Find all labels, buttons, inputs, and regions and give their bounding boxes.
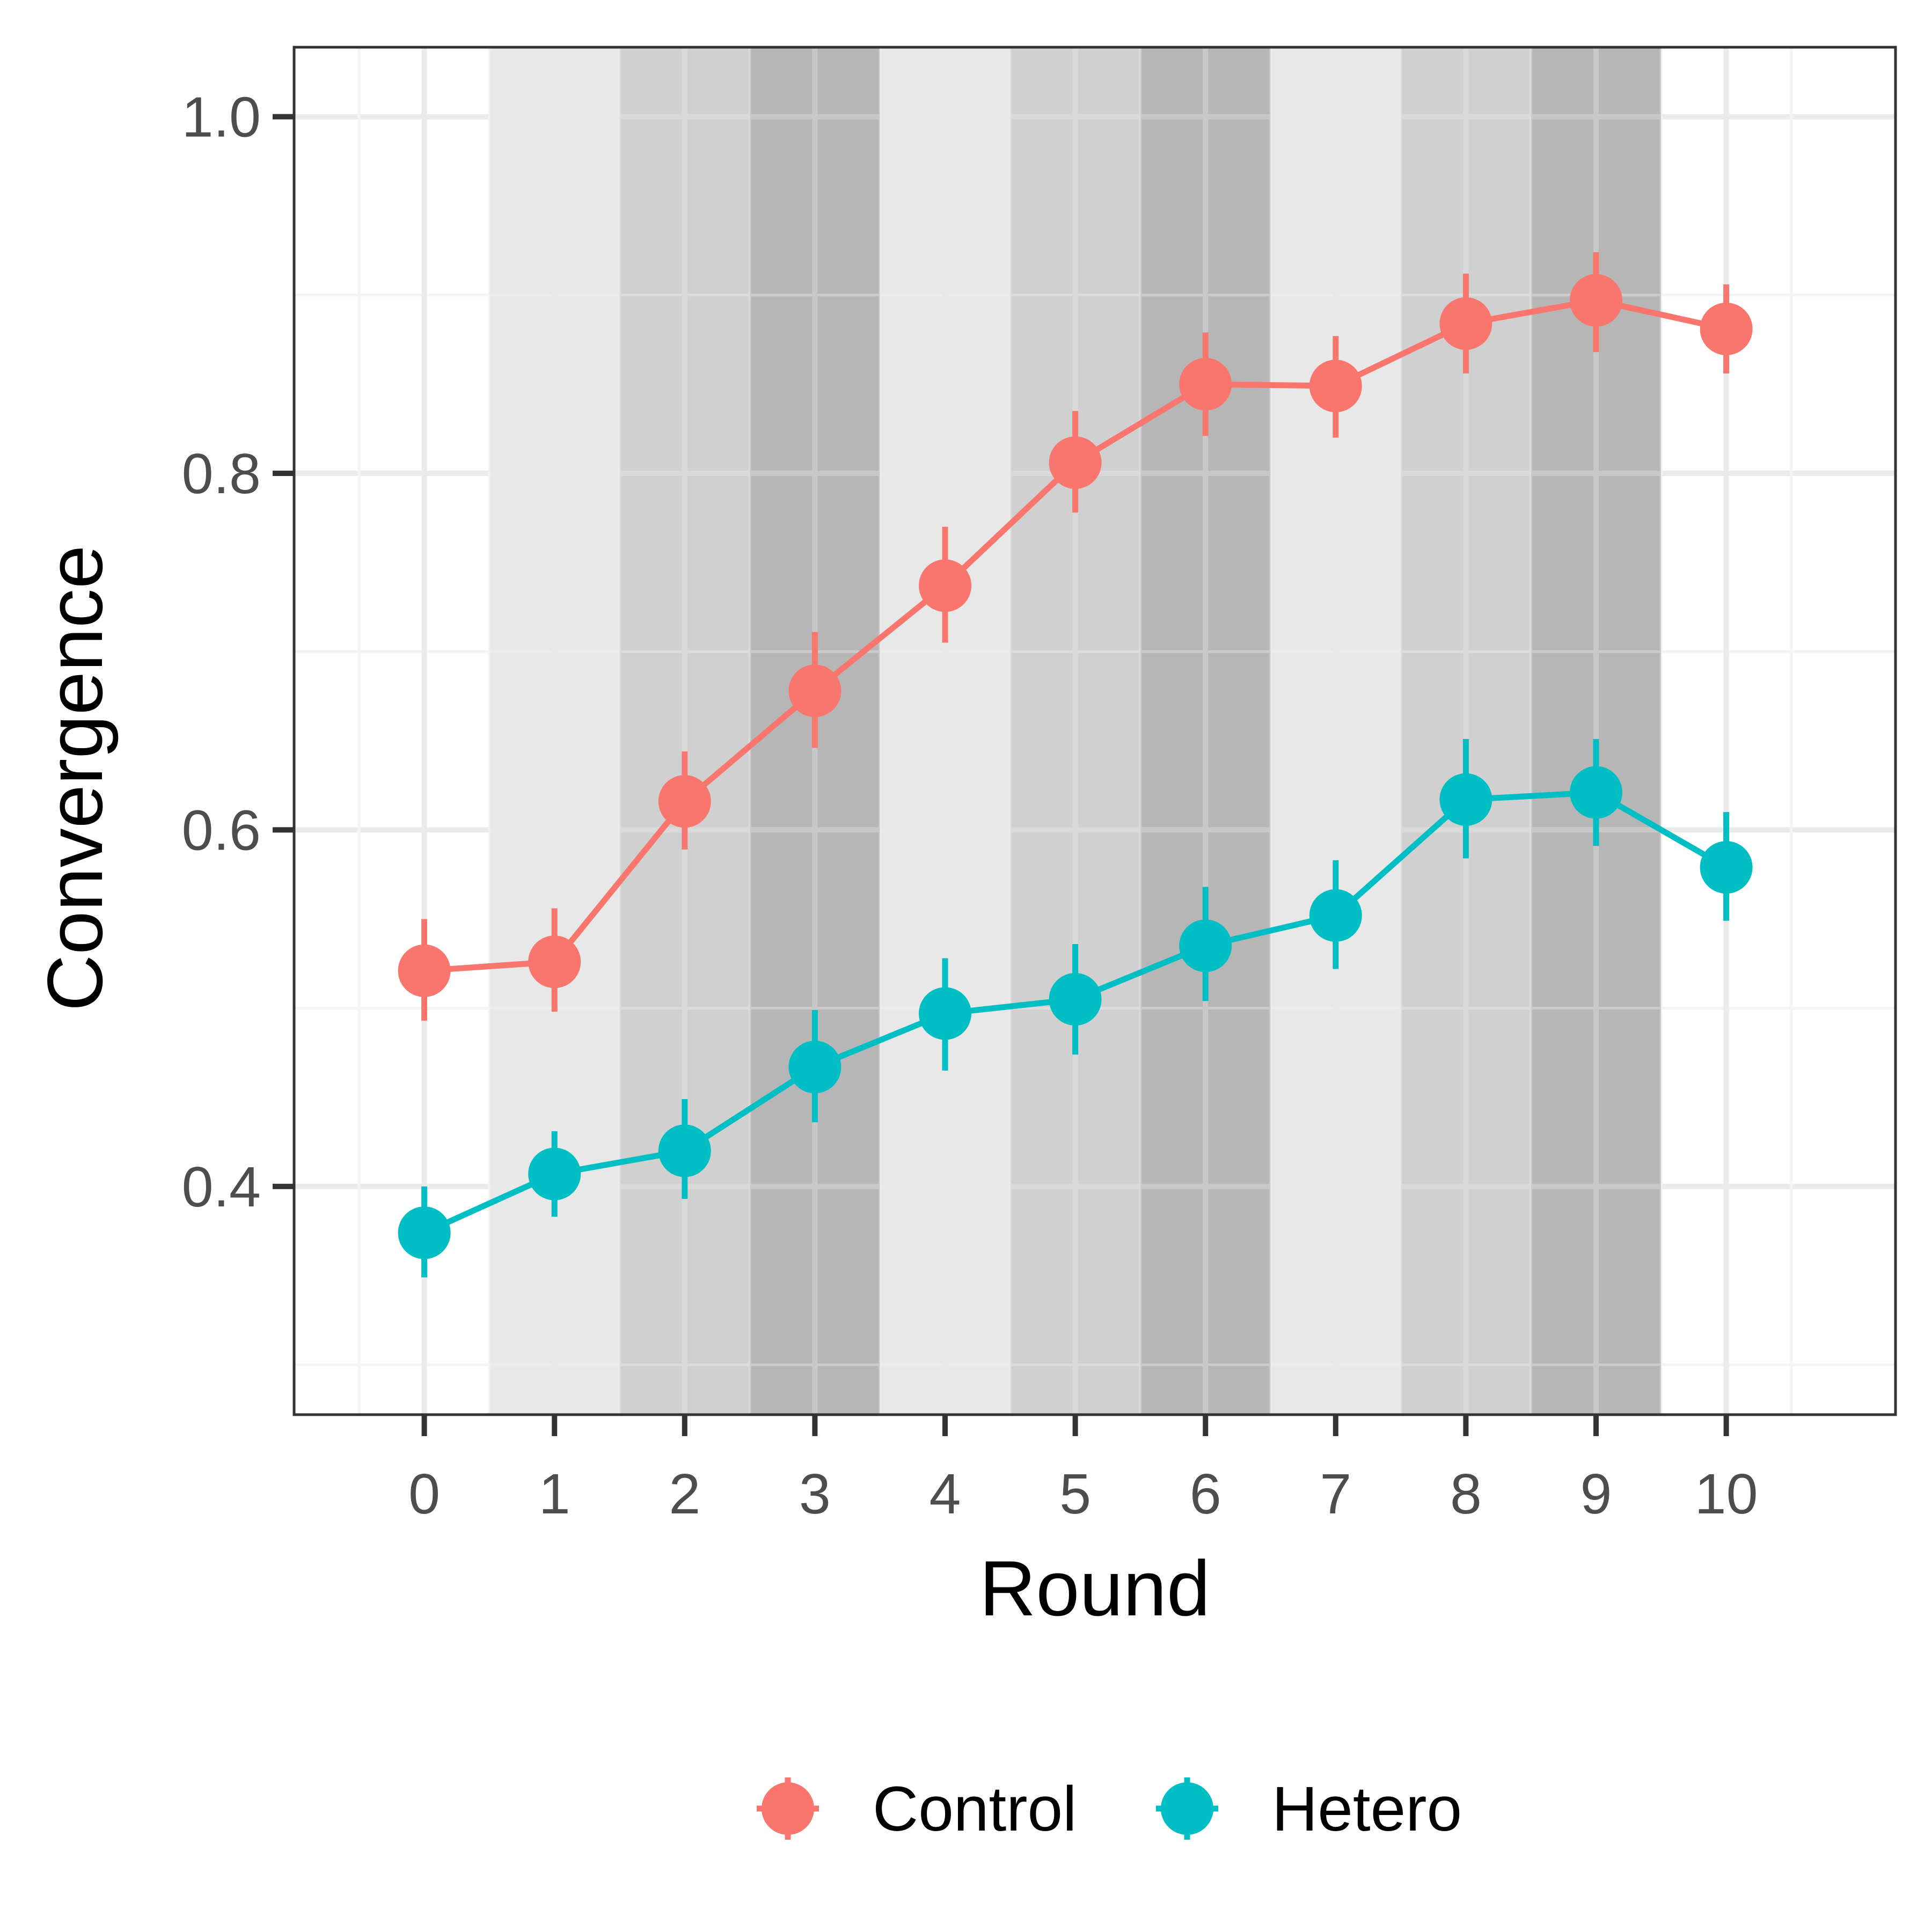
x-tick-label: 1: [539, 1462, 570, 1526]
legend-label: Hetero: [1272, 1774, 1462, 1845]
x-tick-label: 0: [408, 1462, 440, 1526]
data-point: [1049, 972, 1102, 1026]
data-point: [1309, 889, 1362, 942]
background-band-7: [1270, 47, 1401, 1415]
x-tick-label: 10: [1695, 1462, 1758, 1526]
data-point: [658, 1124, 711, 1177]
x-tick-label: 8: [1450, 1462, 1482, 1526]
data-point: [1309, 360, 1362, 413]
legend-key-point: [762, 1782, 814, 1835]
data-point: [788, 664, 841, 718]
series-control: [398, 252, 1753, 1021]
data-point: [1570, 274, 1623, 327]
data-point: [1439, 773, 1492, 826]
x-tick-label: 4: [930, 1462, 961, 1526]
data-point: [1439, 297, 1492, 350]
y-tick-label: 0.4: [182, 1155, 261, 1219]
grid-lines: [294, 47, 1896, 1415]
data-point: [788, 1041, 841, 1094]
axes: 0 1 2 3 4 5 6 7 8 9 10 0.4 0.6 0.8 1.0: [182, 86, 1758, 1526]
data-point: [1700, 302, 1753, 355]
data-point: [398, 944, 451, 997]
x-axis-title: Round: [979, 1545, 1210, 1632]
legend: Control Hetero: [757, 1774, 1462, 1845]
y-tick-label: 0.8: [182, 442, 261, 506]
legend-key-control: [757, 1777, 819, 1840]
data-point: [919, 559, 972, 612]
series-hetero: [398, 738, 1753, 1278]
data-point: [528, 1147, 581, 1201]
data-point: [658, 775, 711, 828]
background-band-5: [1010, 47, 1140, 1415]
data-point: [1049, 436, 1102, 489]
legend-key-hetero: [1156, 1777, 1218, 1840]
y-tick-label: 1.0: [182, 86, 261, 149]
data-point: [1570, 766, 1623, 819]
data-point: [919, 987, 972, 1040]
background-band-4: [880, 47, 1011, 1415]
legend-key-point: [1161, 1782, 1213, 1835]
series-layer: [398, 252, 1753, 1278]
background-band-6: [1140, 47, 1271, 1415]
data-point: [1179, 357, 1232, 411]
x-tick-label: 6: [1190, 1462, 1221, 1526]
x-tick-label: 9: [1580, 1462, 1612, 1526]
panel-border: [292, 46, 1897, 1416]
data-point: [398, 1206, 451, 1260]
y-axis-title: Convergence: [31, 545, 119, 1011]
x-tick-label: 7: [1320, 1462, 1351, 1526]
data-point: [1179, 919, 1232, 972]
x-tick-label: 3: [799, 1462, 831, 1526]
x-tick-label: 5: [1059, 1462, 1091, 1526]
data-point: [1700, 841, 1753, 894]
x-tick-label: 2: [669, 1462, 700, 1526]
legend-label: Control: [873, 1774, 1077, 1845]
data-point: [528, 935, 581, 989]
y-tick-label: 0.6: [182, 799, 261, 862]
background-bands: [489, 47, 1662, 1415]
